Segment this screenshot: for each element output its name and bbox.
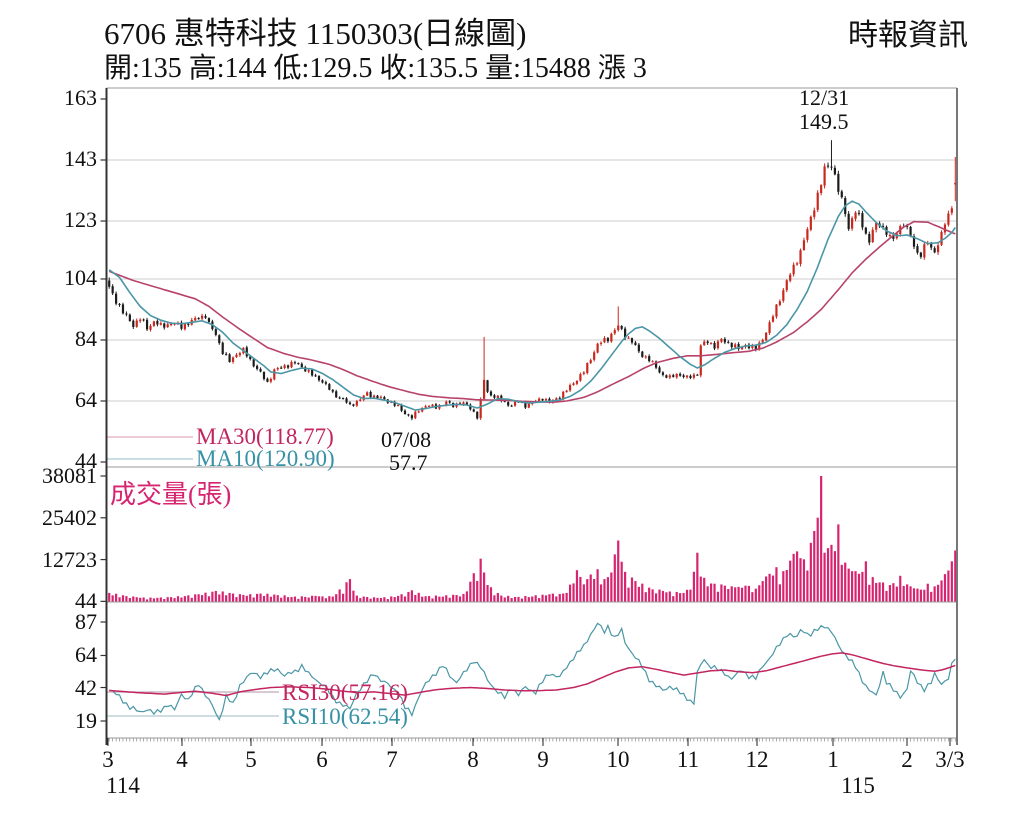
year-label: 115	[841, 773, 875, 798]
month-label: 8	[467, 747, 479, 772]
rsi-axis-label: 64	[75, 642, 97, 668]
month-label: 2	[901, 747, 913, 772]
month-label: 3	[102, 747, 114, 772]
trough-annotation-value: 57.7	[389, 450, 428, 475]
volume-axis-label: 25402	[42, 504, 97, 530]
page-title: 6706 惠特科技 1150303(日線圖)	[104, 16, 527, 51]
price-axis-label: 143	[64, 146, 97, 171]
ma30-legend: MA30(118.77)	[196, 424, 334, 449]
price-axis-label: 163	[64, 85, 97, 110]
rsi-axis-label: 42	[75, 674, 97, 700]
ohlc-quote-line: 開:135 高:144 低:129.5 收:135.5 量:15488 漲 3	[104, 53, 647, 84]
month-label: 11	[676, 747, 700, 772]
month-label: 9	[537, 747, 549, 772]
volume-axis-label: 38081	[42, 463, 97, 488]
price-axis-label: 123	[64, 207, 97, 233]
month-label: 5	[245, 747, 257, 772]
rsi-axis-label: 87	[75, 609, 97, 634]
peak-annotation-date: 12/31	[799, 85, 850, 110]
month-label: 7	[386, 747, 398, 772]
month-label: 4	[176, 747, 188, 772]
price-axis-label: 104	[64, 264, 97, 290]
brand-label: 時報資訊	[848, 19, 968, 52]
volume-axis-label: 12723	[42, 546, 97, 572]
volume-panel-label: 成交量(張)	[110, 480, 232, 509]
price-axis-label: 44	[75, 448, 97, 473]
rsi-axis-label: 19	[75, 708, 97, 733]
price-axis-label: 64	[75, 386, 97, 412]
rsi10-legend: RSI10(62.54)	[282, 704, 408, 729]
month-label: 12	[745, 747, 769, 772]
month-label: 10	[606, 747, 630, 772]
volume-axis-label: 44	[75, 588, 97, 614]
month-label: 1	[827, 747, 839, 772]
ma10-legend: MA10(120.90)	[196, 446, 335, 471]
peak-annotation-value: 149.5	[799, 109, 849, 134]
month-label: 6	[316, 747, 328, 772]
rsi30-legend: RSI30(57.16)	[282, 680, 408, 705]
price-axis-label: 84	[75, 325, 97, 351]
month-label: 3/3	[935, 747, 965, 772]
trough-annotation-date: 07/08	[381, 427, 432, 452]
year-label: 114	[106, 773, 140, 798]
